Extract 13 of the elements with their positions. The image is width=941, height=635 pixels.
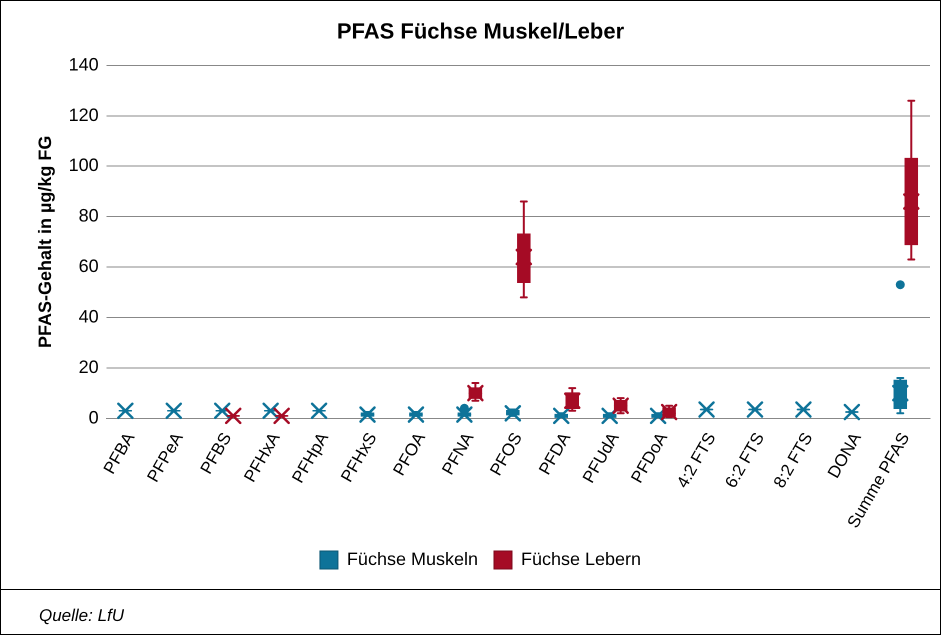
- y-tick-label: 80: [78, 206, 99, 226]
- y-tick-label: 40: [78, 306, 99, 326]
- y-tick-label: 60: [78, 256, 99, 276]
- legend-label: Füchse Muskeln: [346, 548, 478, 569]
- y-tick-label: 0: [88, 407, 99, 428]
- y-tick-label: 140: [68, 54, 99, 74]
- y-tick-label: 120: [68, 104, 99, 125]
- y-axis-title: PFAS-Gehalt in µg/kg FG: [34, 136, 55, 348]
- legend-label: Füchse Lebern: [520, 548, 642, 569]
- source-note: Quelle: LfU: [39, 606, 124, 626]
- chart-title: PFAS Füchse Muskel/Leber: [336, 18, 625, 44]
- y-tick-label: 100: [68, 155, 99, 176]
- y-tick-label: 20: [78, 356, 99, 377]
